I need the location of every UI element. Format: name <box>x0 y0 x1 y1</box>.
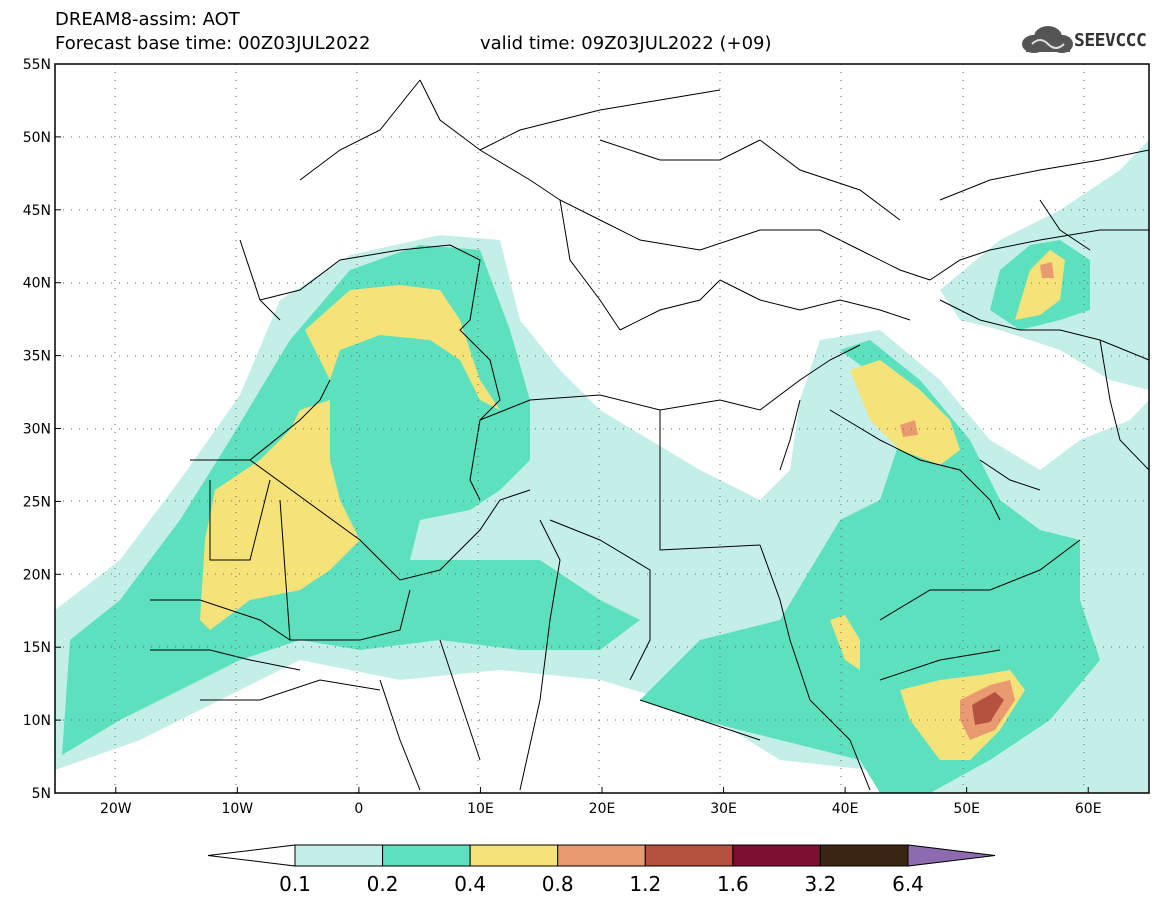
aot-band-0.8 <box>1040 262 1054 278</box>
lat-tick-label: 35N <box>23 349 51 365</box>
lat-tick-label: 55N <box>23 57 51 73</box>
lat-tick-label: 20N <box>23 567 51 583</box>
lat-tick-label: 10N <box>23 713 51 729</box>
forecast-base-time: Forecast base time: 00Z03JUL2022 <box>55 33 371 54</box>
lon-tick-label: 40E <box>832 801 859 817</box>
lat-tick-label: 5N <box>32 786 51 802</box>
colorbar-box <box>732 844 821 867</box>
colorbar-label: 0.8 <box>541 872 574 896</box>
colorbar-label: 0.4 <box>454 872 487 896</box>
aot-band-0.4 <box>850 360 960 465</box>
lon-tick-label: 0 <box>354 801 363 817</box>
colorbar-label: 3.2 <box>804 872 837 896</box>
lon-tick-label: 30E <box>710 801 737 817</box>
lat-tick-label: 30N <box>23 422 51 438</box>
colorbar-box <box>382 844 471 867</box>
colorbar-label: 0.2 <box>366 872 399 896</box>
lat-tick-label: 45N <box>23 203 51 219</box>
aot-field <box>55 140 1149 793</box>
colorbar-box <box>644 844 734 867</box>
lon-tick-label: 20W <box>100 801 132 817</box>
colorbar-label: 1.2 <box>629 872 662 896</box>
aot-band-0.2 <box>62 245 640 755</box>
colorbar-label: 1.6 <box>716 872 749 896</box>
lon-tick-label: 10E <box>467 801 494 817</box>
aot-band-0.8 <box>900 420 918 437</box>
lat-axis: 55N 50N 45N 40N 35N 30N 25N 20N 15N 10N 5N <box>23 57 61 802</box>
aot-band-0.4 <box>305 285 500 410</box>
country-borders <box>150 79 1149 791</box>
aot-band-0.4 <box>200 400 360 630</box>
cloud-icon <box>1022 26 1073 53</box>
colorbar-label: 6.4 <box>892 872 924 896</box>
seevccc-logo: SEEVCCC <box>1018 22 1158 58</box>
colorbar <box>207 844 996 867</box>
lon-tick-label: 20E <box>589 801 616 817</box>
logo-text: SEEVCCC <box>1074 30 1147 51</box>
aot-band-1.2 <box>972 692 1004 725</box>
lon-axis: 20W 10W 0 10E 20E 30E 40E 50E 60E <box>100 787 1102 817</box>
valid-time: valid time: 09Z03JUL2022 (+09) <box>480 33 772 54</box>
lat-tick-label: 40N <box>23 276 51 292</box>
lon-tick-label: 50E <box>953 801 980 817</box>
colorbar-under-arrow <box>207 844 296 867</box>
map-plot-area <box>55 64 1149 793</box>
lat-tick-label: 50N <box>23 130 51 146</box>
colorbar-box <box>557 844 646 867</box>
colorbar-box <box>469 844 559 867</box>
lat-tick-label: 15N <box>23 640 51 656</box>
lat-tick-label: 25N <box>23 494 51 510</box>
lon-tick-label: 10W <box>221 801 253 817</box>
map-title: DREAM8-assim: AOT <box>55 9 240 30</box>
colorbar-label: 0.1 <box>279 872 311 896</box>
colorbar-box <box>819 844 909 867</box>
colorbar-over-arrow <box>907 844 996 867</box>
lon-tick-label: 60E <box>1075 801 1102 817</box>
colorbar-box <box>294 844 384 867</box>
aot-band-0.4 <box>830 615 860 670</box>
